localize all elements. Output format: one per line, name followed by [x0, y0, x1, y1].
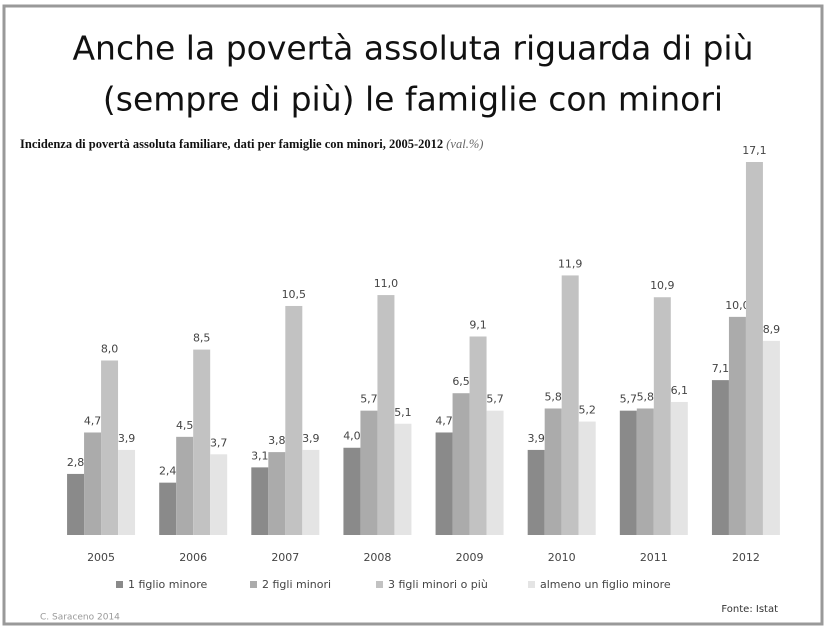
bar [84, 432, 102, 535]
bar [619, 410, 637, 535]
bar [544, 408, 562, 535]
data-label: 3,1 [251, 449, 269, 462]
bar [118, 449, 136, 535]
legend-swatch [250, 581, 257, 588]
data-label: 4,7 [84, 414, 102, 427]
data-label: 8,0 [101, 342, 119, 355]
data-label: 11,9 [558, 257, 583, 270]
bar [377, 295, 395, 535]
data-label: 10,5 [282, 288, 307, 301]
data-label: 3,9 [118, 432, 136, 445]
legend-label: 2 figli minori [262, 578, 331, 591]
x-tick-label: 2011 [640, 551, 668, 564]
data-label: 7,1 [712, 362, 730, 375]
x-tick-label: 2006 [179, 551, 207, 564]
bar [159, 482, 177, 535]
data-label: 5,7 [620, 393, 638, 406]
data-label: 3,8 [268, 434, 286, 447]
bar [268, 452, 286, 535]
bar [394, 423, 412, 535]
bar [302, 449, 320, 535]
credit: C. Saraceno 2014 [40, 613, 120, 623]
data-label: 5,2 [578, 404, 596, 417]
legend-swatch [116, 581, 123, 588]
data-label: 2,4 [159, 465, 177, 478]
bar [711, 380, 729, 535]
subtitle: Incidenza di povertà assoluta familiare,… [20, 137, 483, 151]
legend-swatch [528, 581, 535, 588]
subtitle-text: Incidenza di povertà assoluta familiare,… [20, 137, 443, 151]
data-label: 4,0 [343, 430, 361, 443]
data-label: 8,5 [193, 332, 211, 345]
bar [251, 467, 269, 535]
bar [176, 436, 194, 535]
data-label: 11,0 [374, 277, 399, 290]
x-tick-label: 2010 [548, 551, 576, 564]
data-label: 10,9 [650, 279, 675, 292]
data-label: 2,8 [67, 456, 85, 469]
data-label: 5,7 [486, 393, 504, 406]
bar [452, 393, 470, 535]
bar [636, 408, 654, 535]
data-label: 5,8 [544, 390, 562, 403]
legend-label: almeno un figlio minore [540, 578, 671, 591]
x-tick-label: 2007 [271, 551, 299, 564]
data-label: 6,1 [671, 384, 689, 397]
data-label: 3,7 [210, 436, 228, 449]
x-tick-label: 2008 [363, 551, 391, 564]
legend-label: 1 figlio minore [128, 578, 207, 591]
chart-title: Anche la povertà assoluta riguarda di pi… [72, 29, 753, 68]
data-label: 4,5 [176, 419, 194, 432]
bar [561, 275, 579, 535]
data-label: 4,7 [435, 414, 453, 427]
bar [360, 410, 378, 535]
bar [670, 401, 688, 535]
data-label: 3,9 [527, 432, 545, 445]
x-tick-label: 2005 [87, 551, 115, 564]
bar [101, 360, 119, 535]
bar [435, 432, 453, 535]
data-label: 9,1 [469, 319, 487, 332]
x-tick-label: 2009 [456, 551, 484, 564]
legend-swatch [376, 581, 383, 588]
bar [486, 410, 504, 535]
bar [653, 297, 671, 535]
bar [469, 336, 487, 535]
data-label: 17,1 [742, 144, 767, 157]
subtitle-unit: (val.%) [446, 137, 483, 151]
chart-title: (sempre di più) le famiglie con minori [103, 80, 723, 119]
data-label: 6,5 [452, 375, 470, 388]
legend-label: 3 figli minori o più [388, 578, 488, 591]
data-label: 3,9 [302, 432, 320, 445]
bar [285, 305, 303, 535]
source: Fonte: Istat [721, 604, 778, 615]
bar [728, 316, 746, 535]
bar [193, 349, 211, 535]
bar [527, 449, 545, 535]
bar [343, 447, 361, 535]
data-label: 5,1 [394, 406, 412, 419]
bar [210, 454, 228, 535]
bar [578, 421, 596, 535]
data-label: 8,9 [763, 323, 781, 336]
bar [745, 162, 763, 535]
data-label: 5,8 [637, 390, 655, 403]
x-tick-label: 2012 [732, 551, 760, 564]
bar [762, 340, 780, 535]
bar [67, 473, 85, 535]
data-label: 10,0 [725, 299, 750, 312]
data-label: 5,7 [360, 393, 378, 406]
